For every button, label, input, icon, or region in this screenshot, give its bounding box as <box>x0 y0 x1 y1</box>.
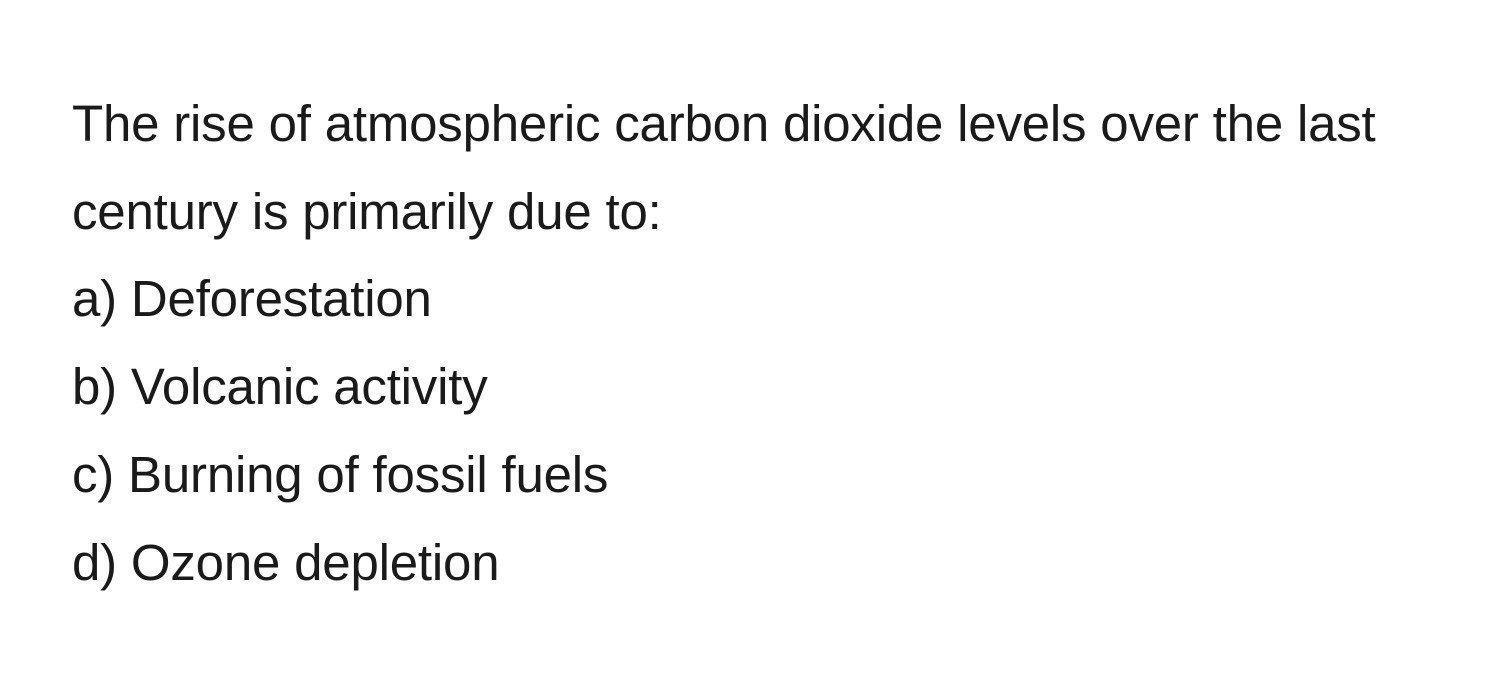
option-b: b) Volcanic activity <box>72 343 1428 431</box>
option-a: a) Deforestation <box>72 255 1428 343</box>
question-stem: The rise of atmospheric carbon dioxide l… <box>72 80 1428 255</box>
option-c: c) Burning of fossil fuels <box>72 431 1428 519</box>
question-container: The rise of atmospheric carbon dioxide l… <box>0 0 1500 686</box>
option-d: d) Ozone depletion <box>72 519 1428 607</box>
